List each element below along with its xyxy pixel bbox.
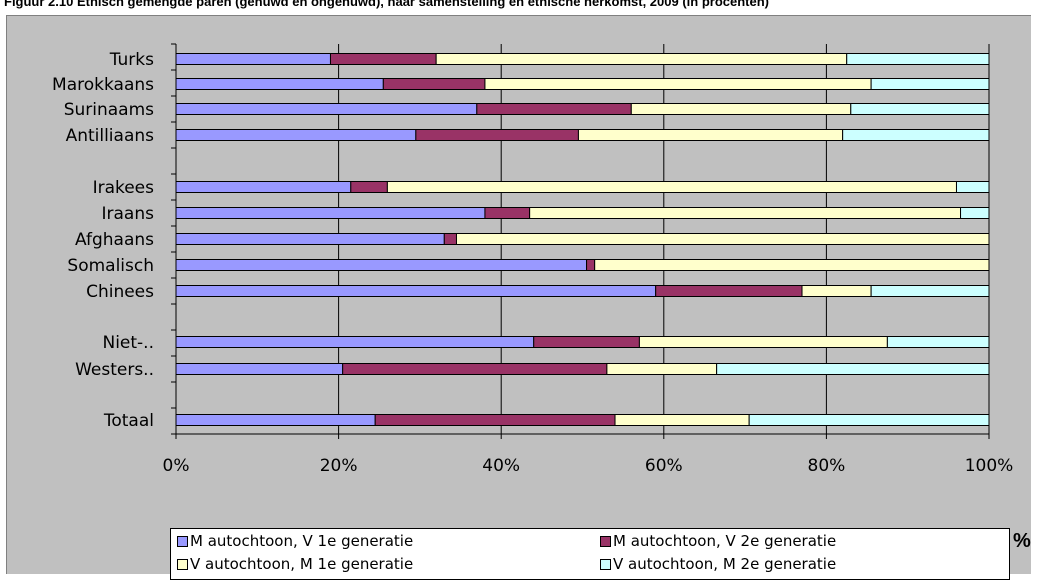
bar-segment — [748, 414, 990, 426]
legend-label: M autochtoon, V 1e generatie — [190, 532, 414, 550]
legend-item: V autochtoon, M 2e generatie — [600, 555, 836, 573]
legend-label: V autochtoon, M 2e generatie — [613, 555, 837, 573]
bar-segment — [484, 78, 872, 90]
bar-segment — [175, 181, 352, 193]
bar-segment — [175, 414, 376, 426]
legend-label: M autochtoon, V 2e generatie — [613, 532, 837, 550]
legend-item: M autochtoon, V 2e generatie — [600, 532, 836, 550]
bar-segment — [382, 78, 486, 90]
bar-segment — [594, 259, 990, 271]
category-label: Turks — [109, 50, 154, 70]
bar-segment — [716, 363, 990, 375]
bar-segment — [175, 207, 486, 219]
chart-area: 0% 20% 40% 60% 80% 100% Turks Marokkaans Surinaa… — [6, 15, 1031, 580]
bar-segment — [606, 363, 718, 375]
bar-segment — [850, 103, 990, 115]
x-tick-label: 60% — [645, 456, 683, 476]
bar-segment — [655, 285, 803, 297]
x-tick-label: 20% — [320, 456, 358, 476]
category-label: Antilliaans — [66, 126, 155, 146]
bar-segment — [630, 103, 852, 115]
legend-swatch-icon — [600, 535, 611, 547]
category-label: Totaal — [103, 411, 154, 431]
bar-segment — [577, 129, 844, 141]
bar-segment — [175, 336, 535, 348]
bar-segment — [350, 181, 388, 193]
category-label: Afghaans — [75, 230, 154, 250]
bar-segment — [533, 336, 640, 348]
bar-segment — [638, 336, 888, 348]
legend-label: V autochtoon, M 1e generatie — [190, 555, 414, 573]
x-tick-label: 40% — [482, 456, 520, 476]
bar-segment — [386, 181, 957, 193]
bar-segment — [175, 129, 417, 141]
bar-segment — [476, 103, 632, 115]
bar-segment — [455, 233, 990, 245]
bar-segment — [484, 207, 531, 219]
category-label: Westers.. — [75, 360, 154, 380]
chart-legend: M autochtoon, V 1e generatie M autochtoo… — [170, 528, 1010, 580]
category-label: Somalisch — [67, 256, 154, 276]
x-tick-label: 100% — [965, 456, 1014, 476]
bar-segment — [886, 336, 990, 348]
category-label: Irakees — [93, 178, 155, 198]
bar-segment — [329, 53, 437, 65]
bar-segment — [870, 285, 990, 297]
x-tick-label: 0% — [163, 456, 190, 476]
bar-segment — [586, 259, 596, 271]
unit-label: % — [1013, 530, 1031, 552]
bar-segment — [529, 207, 962, 219]
bar-segment — [870, 78, 990, 90]
legend-swatch-icon — [600, 558, 611, 570]
category-label: Marokkaans — [52, 75, 154, 95]
bar-segment — [955, 181, 990, 193]
bar-segment — [443, 233, 457, 245]
category-label: Chinees — [86, 282, 154, 302]
bar-segment — [175, 53, 331, 65]
bar-segment — [175, 285, 657, 297]
category-label: Surinaams — [64, 100, 154, 120]
bar-segment — [342, 363, 608, 375]
bar-segment — [960, 207, 990, 219]
bar-segment — [842, 129, 990, 141]
legend-swatch-icon — [177, 558, 188, 570]
x-tick-label: 80% — [808, 456, 846, 476]
legend-swatch-icon — [177, 535, 188, 547]
bar-segment — [175, 78, 384, 90]
bar-segment — [435, 53, 848, 65]
bar-segment — [801, 285, 872, 297]
bar-segment — [614, 414, 750, 426]
bar-segment — [374, 414, 616, 426]
bar-chart: 0% 20% 40% 60% 80% 100% Turks Marokkaans Surinaa… — [52, 43, 1014, 476]
bar-segment — [175, 363, 344, 375]
bar-segment — [846, 53, 990, 65]
legend-item: M autochtoon, V 1e generatie — [177, 532, 413, 550]
category-label: Iraans — [102, 204, 155, 224]
figure-title: Figuur 2.10 Etnisch gemengde paren (gehu… — [4, 0, 769, 9]
bar-segment — [175, 259, 588, 271]
bar-segment — [175, 103, 478, 115]
bar-segment — [415, 129, 579, 141]
bar-segment — [175, 233, 445, 245]
category-label: Niet-.. — [102, 333, 154, 353]
legend-item: V autochtoon, M 1e generatie — [177, 555, 413, 573]
